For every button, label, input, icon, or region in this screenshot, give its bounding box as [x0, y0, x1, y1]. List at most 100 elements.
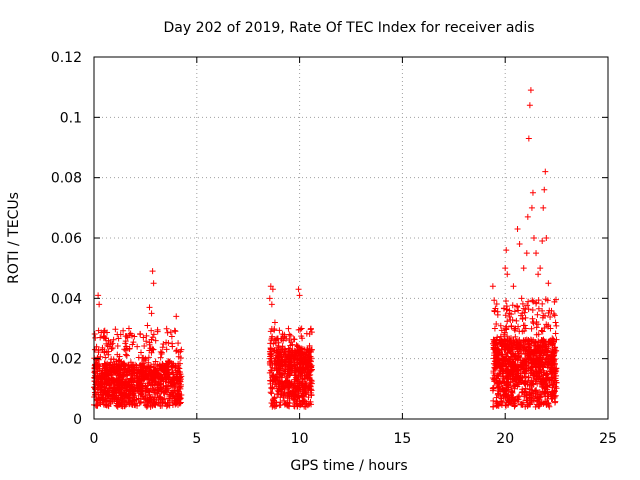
data-point: [102, 389, 109, 396]
data-point: [138, 349, 145, 356]
data-point: [534, 311, 541, 318]
data-point: [308, 367, 315, 374]
data-point: [520, 338, 527, 345]
data-point: [116, 371, 123, 378]
data-point: [287, 332, 294, 339]
data-point: [274, 351, 281, 358]
data-point: [307, 358, 314, 365]
data-point: [513, 341, 520, 348]
data-point: [513, 317, 520, 324]
data-point: [535, 350, 542, 357]
data-point: [491, 339, 498, 346]
data-point: [128, 379, 135, 386]
data-point: [493, 372, 500, 379]
data-point: [528, 204, 535, 211]
data-point: [295, 326, 302, 333]
data-point: [535, 374, 542, 381]
data-point: [169, 397, 176, 404]
data-point: [270, 340, 277, 347]
data-point: [134, 343, 141, 350]
data-point: [504, 393, 511, 400]
chart-title: Day 202 of 2019, Rate Of TEC Index for r…: [163, 20, 534, 36]
data-point: [272, 340, 279, 347]
data-point: [123, 333, 130, 340]
data-point: [500, 305, 507, 312]
data-point: [105, 392, 112, 399]
data-point: [290, 336, 297, 343]
data-point: [524, 213, 531, 220]
data-point: [533, 387, 540, 394]
data-point: [292, 367, 299, 374]
data-point: [113, 394, 120, 401]
data-point: [509, 317, 516, 324]
data-point: [521, 342, 528, 349]
data-point: [97, 397, 104, 404]
data-point: [107, 367, 114, 374]
y-tick-label: 0.02: [51, 352, 82, 368]
data-point: [166, 393, 173, 400]
data-point: [539, 307, 546, 314]
data-point: [109, 340, 116, 347]
data-point: [93, 343, 100, 350]
data-point: [102, 369, 109, 376]
y-tick-label: 0.04: [51, 291, 82, 307]
data-point: [502, 265, 509, 272]
data-point: [119, 391, 126, 398]
data-point: [541, 348, 548, 355]
data-point: [494, 308, 501, 315]
data-point: [290, 388, 297, 395]
data-point: [497, 389, 504, 396]
data-point: [533, 318, 540, 325]
data-point: [537, 360, 544, 367]
data-point: [545, 322, 552, 329]
data-point: [525, 135, 532, 142]
data-point: [512, 368, 519, 375]
data-point: [142, 383, 149, 390]
data-point: [542, 349, 549, 356]
data-point: [550, 390, 557, 397]
data-point: [142, 370, 149, 377]
data-point: [126, 345, 133, 352]
data-point: [525, 359, 532, 366]
data-point: [273, 352, 280, 359]
data-point: [489, 283, 496, 290]
data-point: [503, 326, 510, 333]
data-point: [522, 306, 529, 313]
x-tick-label: 25: [599, 431, 617, 447]
data-point: [286, 370, 293, 377]
data-point: [144, 397, 151, 404]
data-point: [159, 344, 166, 351]
data-point: [145, 380, 152, 387]
data-point: [493, 347, 500, 354]
data-point: [118, 391, 125, 398]
data-point: [149, 381, 156, 388]
data-point: [283, 351, 290, 358]
data-point: [285, 366, 292, 373]
data-point: [552, 330, 559, 337]
data-point: [512, 402, 519, 409]
data-point: [533, 368, 540, 375]
data-point: [267, 345, 274, 352]
data-point: [115, 335, 122, 342]
data-point: [163, 362, 170, 369]
data-point: [286, 352, 293, 359]
data-point: [149, 387, 156, 394]
data-point: [514, 395, 521, 402]
data-point: [169, 340, 176, 347]
data-point: [114, 351, 121, 358]
data-point: [125, 325, 132, 332]
data-point: [521, 322, 528, 329]
data-point: [164, 329, 171, 336]
data-point: [502, 312, 509, 319]
data-point: [146, 389, 153, 396]
data-point: [122, 340, 129, 347]
data-point: [164, 399, 171, 406]
data-point: [305, 400, 312, 407]
data-point: [291, 403, 298, 410]
data-point: [522, 381, 529, 388]
data-point: [171, 327, 178, 334]
data-point: [119, 373, 126, 380]
data-point: [149, 401, 156, 408]
data-point: [551, 312, 558, 319]
data-point: [530, 397, 537, 404]
